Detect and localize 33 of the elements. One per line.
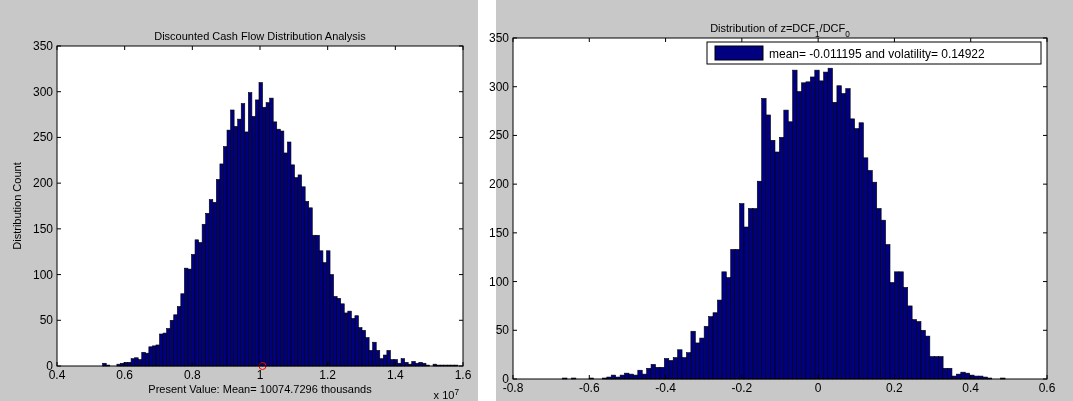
legend-label: mean= -0.011195 and volatility= 0.14922 [769, 47, 986, 61]
y-tick-label: 250 [488, 128, 510, 143]
y-tick-label: 250 [32, 130, 54, 145]
x-tick-label: 0 [814, 381, 822, 395]
y-tick-label: 150 [488, 225, 510, 240]
text: x 10$^{7}$ [433, 387, 460, 401]
y-tick-label: 150 [32, 221, 54, 236]
x-tick-label: 0.2 [886, 381, 904, 395]
y-tick-label: 100 [488, 274, 510, 289]
y-tick-label: 350 [32, 39, 54, 53]
x-tick-label: 0.6 [1038, 381, 1056, 395]
y-tick-label: 50 [495, 323, 510, 338]
x-tick-label: 0.6 [116, 368, 134, 382]
y-tick-label: 100 [32, 267, 54, 282]
y-tick-label: 350 [488, 31, 510, 45]
y-tick-label: 50 [39, 313, 54, 328]
x-tick-label: 1.6 [454, 368, 472, 382]
y-tick-label: 300 [488, 79, 510, 94]
y-tick-label: 200 [32, 176, 54, 191]
chart-title: Discounted Cash Flow Distribution Analysis [154, 30, 367, 42]
x-tick-label: 1.2 [319, 368, 337, 382]
x-tick-label: 1.4 [386, 368, 404, 382]
x-tick-label: -0.4 [655, 381, 677, 395]
y-axis-title: Distribution Count [11, 162, 23, 250]
x-tick-label: 0.4 [962, 381, 980, 395]
x-tick-label: 0.8 [183, 368, 201, 382]
x-tick-label: 1 [256, 368, 264, 382]
y-tick-label: 200 [488, 177, 510, 192]
x-axis-title: Present Value: Mean= 10074.7296 thousands [148, 383, 373, 395]
x-tick-label: -0.2 [731, 381, 753, 395]
x-tick-label: -0.6 [578, 381, 600, 395]
y-tick-label: 300 [32, 84, 54, 99]
chart-title: Distribution of z=DCF$_{1}$/DCF$_{0}$ [710, 22, 851, 39]
